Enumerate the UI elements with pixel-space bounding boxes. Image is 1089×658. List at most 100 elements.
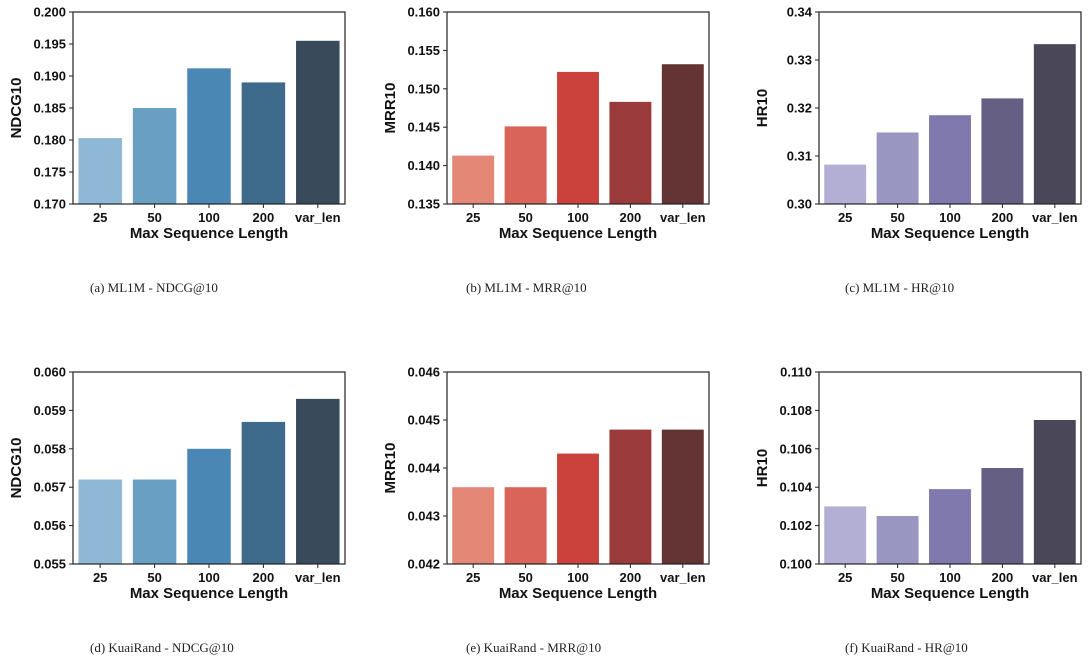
y-tick-label: 0.155 [407,43,440,58]
y-tick-label: 0.135 [407,197,440,212]
y-tick-label: 0.042 [407,557,440,572]
chart-panel-3: 0.30 0.31 0.32 0.33 0.34 25 50 100 200 var_lenMax… [754,5,1082,295]
y-tick-label: 0.145 [407,120,440,135]
bar [1033,44,1076,204]
x-tick-label: 200 [253,210,275,225]
x-tick-label: 50 [890,570,904,585]
bar [981,468,1024,564]
y-tick-label: 0.106 [779,441,812,456]
y-axis-label: HR10 [754,89,771,127]
x-axis-label: Max Sequence Length [130,225,288,242]
y-axis-label: HR10 [754,449,771,487]
y-axis-label: MRR10 [382,443,399,494]
x-tick-label: 100 [567,570,589,585]
x-tick-label: var_len [660,210,706,225]
x-tick-label: 100 [567,210,589,225]
y-tick-label: 0.056 [33,518,66,533]
bar [557,453,599,564]
subfigure-caption: (e) KuaiRand - MRR@10 [466,640,601,655]
subfigure-caption: (a) ML1M - NDCG@10 [90,280,218,295]
x-tick-label: 25 [838,210,852,225]
x-tick-label: 100 [939,570,961,585]
bar [132,479,177,564]
bar [981,98,1024,204]
y-tick-label: 0.043 [407,509,440,524]
y-tick-label: 0.044 [407,461,440,476]
bar [824,506,867,564]
x-tick-label: var_len [1032,570,1078,585]
x-tick-label: 100 [198,210,220,225]
x-tick-label: 200 [992,570,1014,585]
chart-panel-4: 0.055 0.056 0.057 0.058 0.059 0.060 25 50 100 200… [8,365,346,655]
y-tick-label: 0.045 [407,413,440,428]
y-tick-label: 0.057 [33,480,66,495]
bar [661,64,704,204]
y-tick-label: 0.100 [779,557,812,572]
y-tick-label: 0.160 [407,5,440,20]
y-tick-label: 0.059 [33,403,66,418]
subfigure-caption: (f) KuaiRand - HR@10 [845,640,968,655]
chart-panel-2: 0.135 0.140 0.145 0.150 0.155 0.160 25 50 100 200… [382,5,710,295]
y-tick-label: 0.200 [33,5,66,20]
x-axis-label: Max Sequence Length [871,585,1029,602]
y-tick-label: 0.046 [407,365,440,380]
subfigure-caption: (d) KuaiRand - NDCG@10 [90,640,234,655]
x-tick-label: 200 [253,570,275,585]
bar [296,398,340,564]
x-tick-label: 100 [198,570,220,585]
subfigure-caption: (b) ML1M - MRR@10 [466,280,587,295]
y-tick-label: 0.30 [787,197,812,212]
bar [132,108,177,204]
bar [929,115,971,204]
bar [504,126,547,204]
y-tick-label: 0.150 [407,81,440,96]
bar [296,40,340,204]
y-tick-label: 0.195 [33,37,66,52]
y-tick-label: 0.108 [779,403,812,418]
x-axis-label: Max Sequence Length [499,585,657,602]
bar [78,138,122,204]
y-tick-label: 0.055 [33,557,66,572]
x-tick-label: var_len [295,210,341,225]
x-tick-label: 200 [992,210,1014,225]
x-tick-label: 25 [466,210,480,225]
bar [609,429,652,564]
bar [929,489,971,564]
y-tick-label: 0.110 [780,365,812,380]
bar [876,516,919,564]
x-tick-label: 200 [620,210,642,225]
y-axis-label: NDCG10 [8,78,25,139]
bar [187,68,231,204]
chart-panel-1: 0.170 0.175 0.180 0.185 0.190 0.195 0.200 25 50 1… [8,5,346,295]
x-tick-label: var_len [295,570,341,585]
y-tick-label: 0.33 [787,53,812,68]
bar [241,82,286,204]
x-tick-label: 25 [466,570,480,585]
bar [661,429,704,564]
bar [557,71,599,205]
bar [452,155,495,204]
x-tick-label: 50 [518,570,532,585]
y-tick-label: 0.34 [787,5,813,20]
bar [824,164,867,204]
y-axis-label: NDCG10 [8,438,25,499]
y-tick-label: 0.104 [779,480,812,495]
y-tick-label: 0.180 [33,133,66,148]
y-tick-label: 0.140 [407,158,440,173]
bar [609,101,652,204]
x-tick-label: var_len [660,570,706,585]
y-tick-label: 0.170 [33,197,66,212]
x-tick-label: 50 [147,210,161,225]
bar [187,448,231,564]
x-tick-label: 50 [147,570,161,585]
subfigure-caption: (c) ML1M - HR@10 [845,280,954,295]
y-tick-label: 0.060 [33,365,66,380]
y-axis-label: MRR10 [382,83,399,134]
y-tick-label: 0.32 [787,101,812,116]
bar [504,487,547,564]
x-axis-label: Max Sequence Length [871,225,1029,242]
bar [876,132,919,204]
x-tick-label: 25 [838,570,852,585]
x-axis-label: Max Sequence Length [130,585,288,602]
